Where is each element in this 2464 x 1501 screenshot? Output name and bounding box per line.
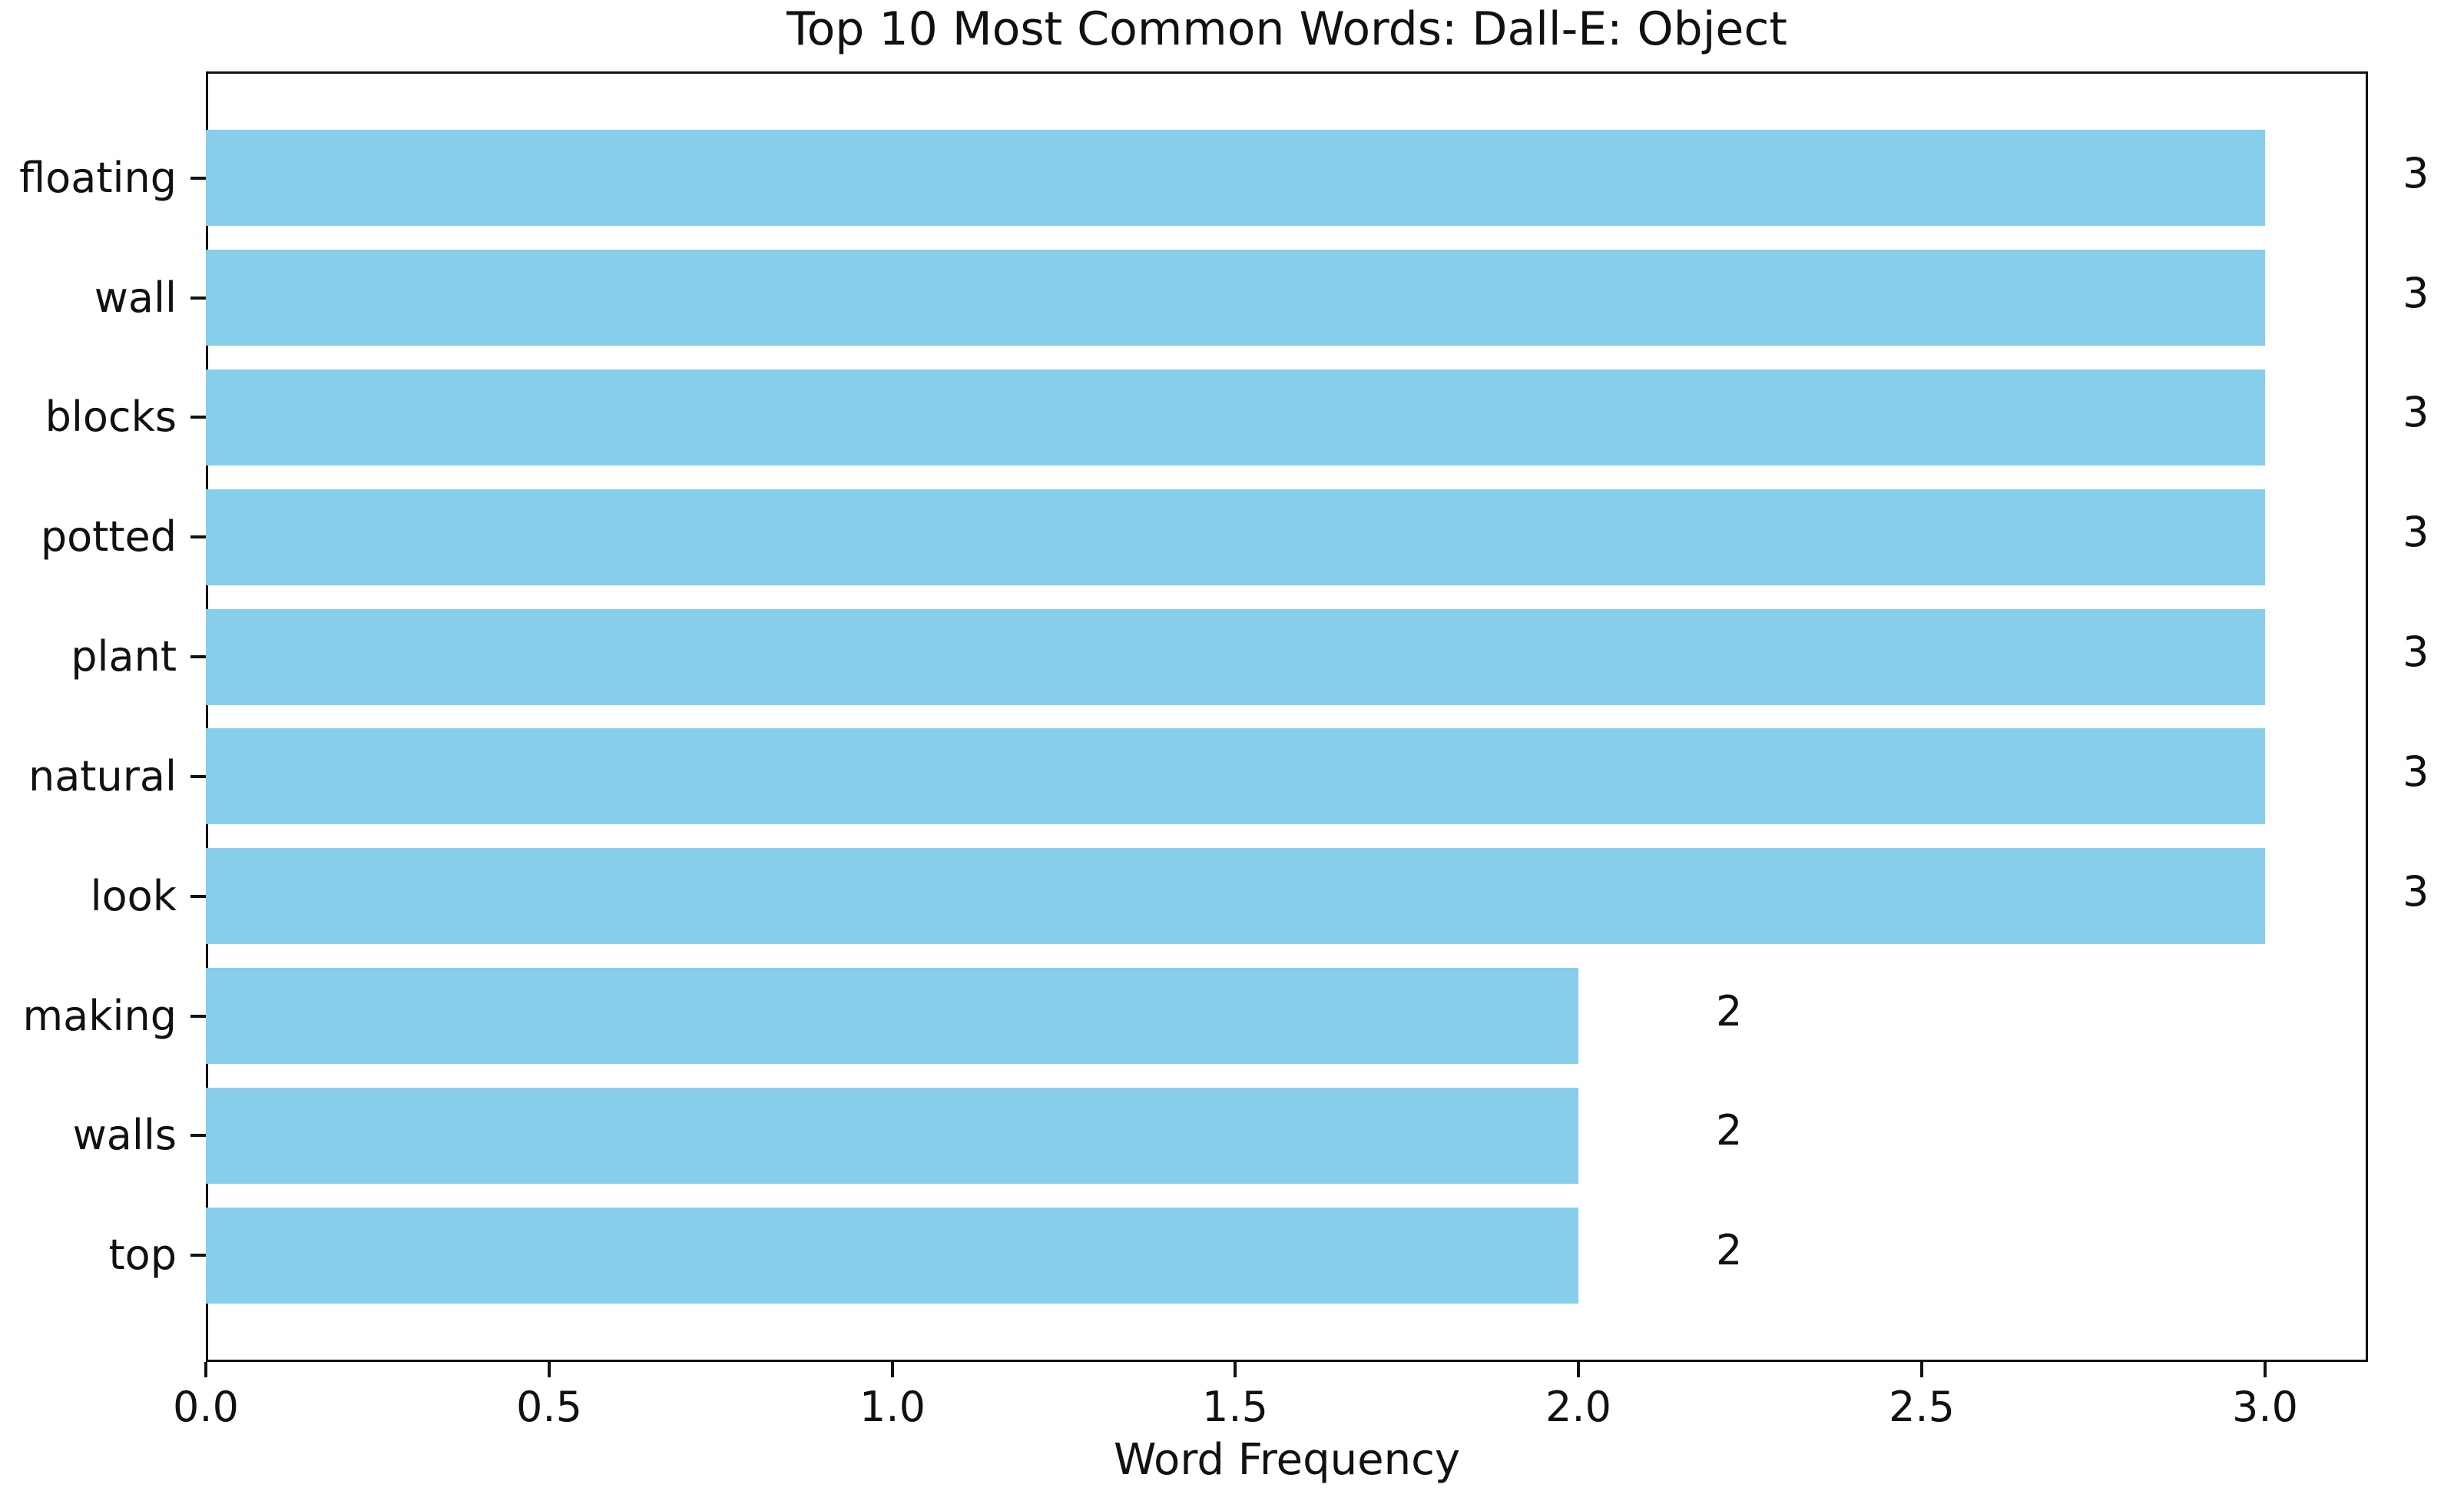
bar-blocks: [206, 369, 2265, 466]
y-tick-label: potted: [40, 512, 177, 561]
bar-value-label: 3: [2403, 747, 2429, 796]
bar-plant: [206, 609, 2265, 705]
bar-value-label: 3: [2403, 388, 2429, 436]
x-tick-label: 2.0: [1545, 1383, 1611, 1431]
bar-floating: [206, 130, 2265, 226]
x-tick-mark: [891, 1362, 894, 1377]
y-tick-mark: [190, 655, 206, 658]
x-tick-mark: [548, 1362, 551, 1377]
y-tick-mark: [190, 775, 206, 778]
bar-value-label: 3: [2403, 628, 2429, 676]
bar-value-label: 2: [1716, 1226, 1743, 1274]
chart-title: Top 10 Most Common Words: Dall-E: Object: [787, 2, 1787, 56]
bar-making: [206, 968, 1578, 1064]
bar-wall: [206, 250, 2265, 346]
y-tick-label: natural: [28, 752, 177, 800]
x-tick-mark: [1920, 1362, 1923, 1377]
x-tick-label: 0.0: [173, 1383, 239, 1431]
x-tick-label: 1.0: [859, 1383, 926, 1431]
x-tick-label: 0.5: [516, 1383, 582, 1431]
y-tick-mark: [190, 1254, 206, 1257]
bar-natural: [206, 728, 2265, 824]
x-tick-mark: [204, 1362, 207, 1377]
x-tick-mark: [1577, 1362, 1580, 1377]
bar-value-label: 3: [2403, 269, 2429, 317]
bar-potted: [206, 489, 2265, 585]
bar-value-label: 2: [1716, 1106, 1743, 1155]
x-tick-mark: [2264, 1362, 2267, 1377]
y-tick-label: making: [22, 992, 177, 1040]
y-tick-label: walls: [72, 1111, 177, 1159]
bar-top: [206, 1208, 1578, 1304]
y-tick-mark: [190, 177, 206, 180]
y-tick-mark: [190, 535, 206, 538]
x-tick-mark: [1234, 1362, 1237, 1377]
y-tick-label: wall: [94, 273, 177, 322]
bar-walls: [206, 1088, 1578, 1184]
x-axis-label: Word Frequency: [1113, 1435, 1461, 1485]
y-tick-label: plant: [71, 632, 177, 681]
bar-value-label: 3: [2403, 149, 2429, 197]
y-tick-mark: [190, 1134, 206, 1137]
y-tick-mark: [190, 416, 206, 419]
y-tick-mark: [190, 1015, 206, 1018]
y-tick-label: top: [108, 1231, 177, 1279]
bar-value-label: 3: [2403, 867, 2429, 916]
y-tick-label: blocks: [45, 393, 177, 441]
y-tick-mark: [190, 297, 206, 300]
y-tick-label: floating: [19, 154, 177, 202]
y-tick-mark: [190, 895, 206, 898]
x-tick-label: 2.5: [1889, 1383, 1955, 1431]
y-tick-label: look: [90, 872, 177, 920]
bar-value-label: 2: [1716, 987, 1743, 1035]
bar-value-label: 3: [2403, 508, 2429, 556]
bar-look: [206, 848, 2265, 944]
x-tick-label: 1.5: [1202, 1383, 1268, 1431]
x-tick-label: 3.0: [2232, 1383, 2298, 1431]
